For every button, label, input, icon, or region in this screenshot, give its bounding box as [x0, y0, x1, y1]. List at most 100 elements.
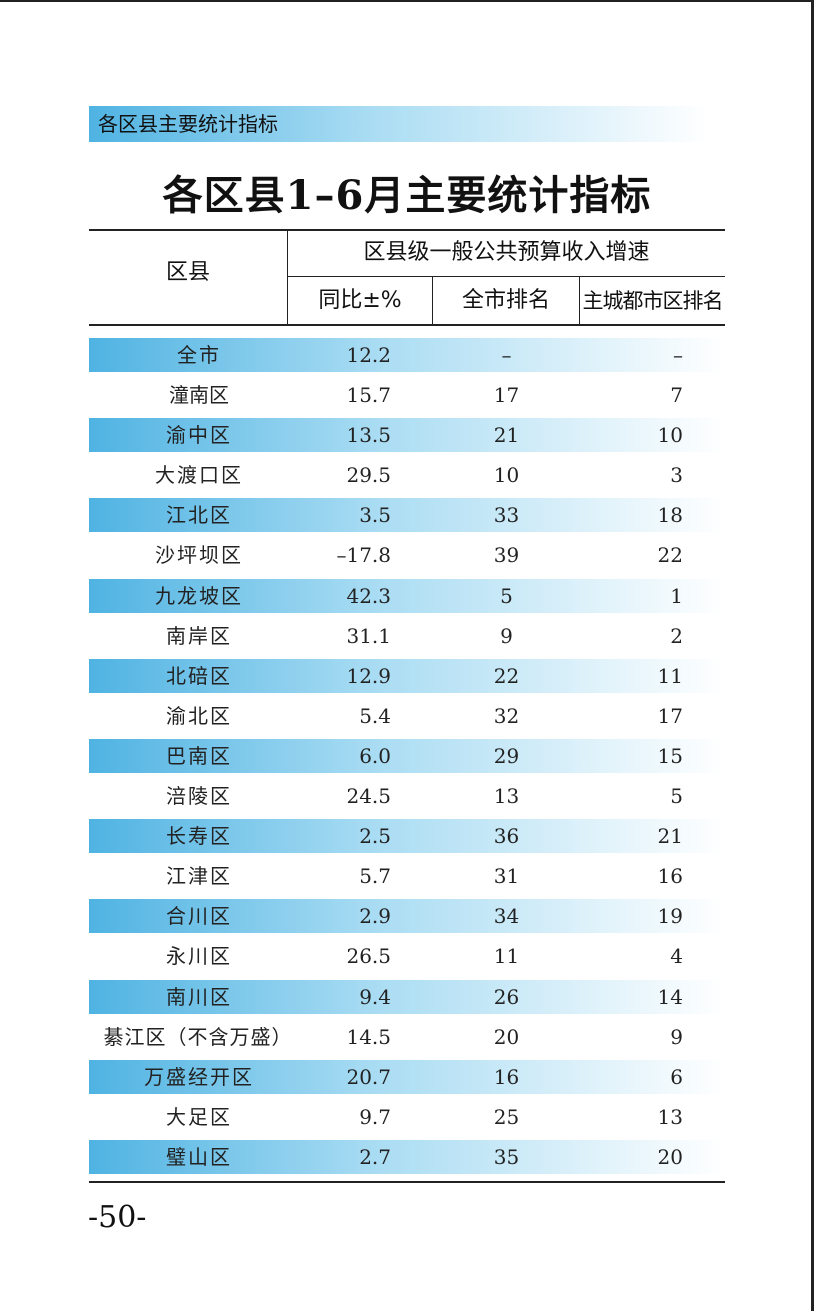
row-band	[89, 498, 725, 533]
district-name: 永川区	[166, 944, 232, 969]
header-vline-yoy	[432, 277, 433, 325]
yoy-value: 29.5	[346, 463, 391, 488]
city-rank: 31	[493, 864, 520, 889]
main-rank: 20	[657, 1144, 683, 1169]
district-name: 万盛经开区	[144, 1064, 254, 1089]
table-body: 全市 12.2 – – 潼南区 15.7 17 7 渝中区 13.5 21 10…	[89, 338, 725, 1180]
main-rank: 21	[657, 824, 683, 849]
table-row: 渝中区 13.5 21 10	[89, 418, 725, 458]
header-vline-city	[579, 277, 580, 325]
header-budget-growth: 区县级一般公共预算收入增速	[363, 240, 650, 265]
district-name: 渝中区	[166, 423, 232, 448]
district-name: 合川区	[166, 904, 232, 929]
main-rank: 4	[670, 944, 683, 969]
main-rank: 16	[657, 864, 683, 889]
row-band	[89, 1139, 725, 1174]
main-rank: 7	[670, 383, 683, 408]
row-band	[89, 738, 725, 773]
yoy-value: 5.4	[359, 703, 391, 728]
main-rank: 14	[657, 984, 683, 1009]
city-rank: 5	[500, 583, 513, 608]
header-district: 区县	[165, 260, 210, 285]
city-rank: 32	[493, 703, 520, 728]
district-name: 綦江区（不含万盛）	[103, 1024, 293, 1049]
city-rank: 21	[493, 423, 520, 448]
district-name: 涪陵区	[166, 784, 232, 809]
district-name: 大足区	[166, 1104, 232, 1129]
city-rank: 16	[493, 1064, 520, 1089]
yoy-value: 26.5	[346, 944, 391, 969]
table-bottom-rule	[89, 1181, 725, 1183]
district-name: 南岸区	[166, 623, 232, 648]
yoy-value: 31.1	[346, 623, 391, 648]
city-rank: 25	[493, 1104, 520, 1129]
main-rank: 6	[670, 1064, 683, 1089]
page-right-border	[811, 0, 814, 1311]
yoy-value: 12.9	[346, 663, 391, 688]
main-rank: 5	[670, 784, 683, 809]
city-rank: –	[501, 343, 512, 367]
table-row: 璧山区 2.7 35 20	[89, 1139, 725, 1180]
row-band	[89, 1059, 725, 1094]
table-row: 合川区 2.9 34 19	[89, 899, 725, 939]
district-name: 潼南区	[169, 383, 229, 408]
table-row: 北碚区 12.9 22 11	[89, 658, 725, 699]
table-row: 江北区 3.5 33 18	[89, 498, 725, 538]
row-band	[89, 658, 725, 693]
city-rank: 39	[493, 543, 520, 568]
main-rank: 3	[670, 463, 683, 488]
table-row: 沙坪坝区 –17.8 39 22	[89, 538, 725, 578]
page-top-border	[0, 0, 814, 2]
section-header-band	[89, 106, 709, 142]
table-row: 巴南区 6.0 29 15	[89, 738, 725, 779]
yoy-value: 9.7	[359, 1104, 391, 1129]
district-name: 江津区	[166, 864, 232, 889]
table-row: 南岸区 31.1 9 2	[89, 619, 725, 659]
table-row: 全市 12.2 – –	[89, 338, 725, 378]
city-rank: 33	[493, 503, 520, 528]
yoy-value: 24.5	[346, 784, 391, 809]
district-name: 大渡口区	[155, 463, 243, 488]
main-rank: 15	[657, 743, 683, 768]
table-row: 綦江区（不含万盛） 14.5 20 9	[89, 1020, 725, 1060]
city-rank: 13	[493, 784, 520, 809]
main-rank: 13	[657, 1104, 683, 1129]
row-band	[89, 418, 725, 453]
yoy-value: 42.3	[346, 583, 391, 608]
row-band	[89, 338, 725, 372]
main-rank: 9	[670, 1024, 683, 1049]
header-main-rank: 主城都市区排名	[582, 289, 724, 313]
district-name: 南川区	[166, 984, 232, 1009]
table-row: 大渡口区 29.5 10 3	[89, 458, 725, 498]
header-vline-district	[287, 230, 288, 325]
row-band	[89, 899, 725, 934]
city-rank: 35	[493, 1144, 520, 1169]
page-title: 各区县1–6月主要统计指标	[162, 172, 652, 219]
table-row: 涪陵区 24.5 13 5	[89, 779, 725, 819]
city-rank: 22	[493, 663, 520, 688]
header-city-rank: 全市排名	[461, 288, 550, 313]
table-row: 渝北区 5.4 32 17	[89, 699, 725, 739]
main-rank: 18	[657, 503, 683, 528]
table-row: 永川区 26.5 11 4	[89, 939, 725, 979]
district-name: 沙坪坝区	[155, 543, 243, 568]
city-rank: 20	[493, 1024, 520, 1049]
table-row: 江津区 5.7 31 16	[89, 859, 725, 899]
district-name: 全市	[177, 343, 221, 367]
yoy-value: 20.7	[346, 1064, 391, 1089]
table-row: 大足区 9.7 25 13	[89, 1100, 725, 1140]
city-rank: 11	[493, 944, 520, 969]
city-rank: 36	[493, 824, 520, 849]
yoy-value: 15.7	[346, 383, 391, 408]
header-bottom-rule	[89, 324, 725, 326]
row-band	[89, 979, 725, 1014]
yoy-value: 3.5	[359, 503, 391, 528]
district-name: 九龙坡区	[155, 583, 243, 608]
table-top-rule	[89, 229, 725, 231]
yoy-value: 2.5	[359, 824, 391, 849]
main-rank: 1	[670, 583, 683, 608]
district-name: 渝北区	[166, 703, 232, 728]
city-rank: 29	[493, 743, 520, 768]
row-band	[89, 819, 725, 854]
yoy-value: 5.7	[359, 864, 391, 889]
